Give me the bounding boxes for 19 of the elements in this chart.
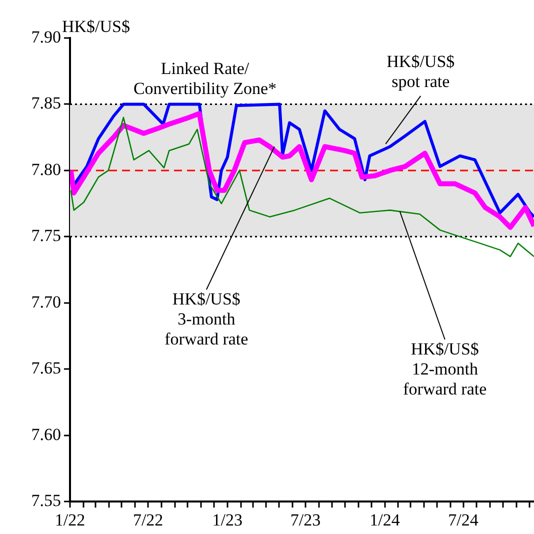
band-label: Linked Rate/ Convertibility Zone* <box>133 59 277 98</box>
x-tick-label: 7/22 <box>132 510 164 530</box>
y-tick-label: 7.70 <box>31 292 61 312</box>
annotation: HK$/US$ 3-month forward rate <box>164 290 248 349</box>
y-tick-label: 7.85 <box>31 94 61 113</box>
x-tick-label: 7/23 <box>290 510 321 530</box>
x-tick-label: 1/23 <box>212 510 243 530</box>
y-tick-label: 7.90 <box>31 27 61 46</box>
y-axis-title: HK$/US$ <box>62 16 130 36</box>
x-tick-label: 1/24 <box>370 510 400 530</box>
y-tick-label: 7.75 <box>31 226 61 246</box>
y-tick-label: 7.65 <box>31 358 61 378</box>
y-tick-label: 7.80 <box>31 160 61 179</box>
y-tick-label: 7.55 <box>31 491 61 510</box>
x-tick-label: 7/24 <box>448 510 479 530</box>
x-tick-label: 1/22 <box>54 510 86 530</box>
y-tick-label: 7.60 <box>31 424 61 444</box>
annotation: HK$/US$ spot rate <box>386 52 455 91</box>
annotation: HK$/US$ 12-month forward rate <box>403 339 487 398</box>
